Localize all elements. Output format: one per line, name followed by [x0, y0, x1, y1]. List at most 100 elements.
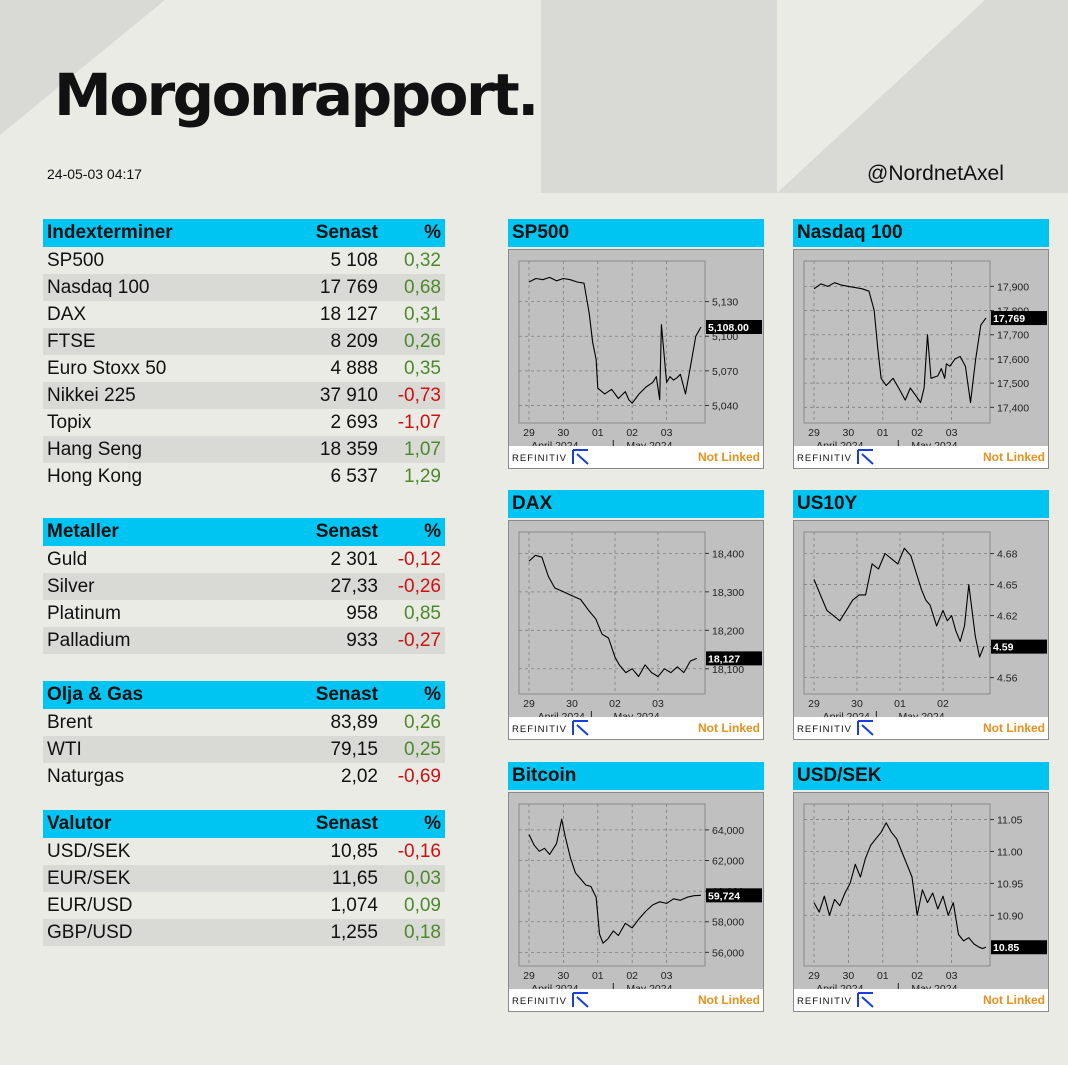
chart-svg: 4.684.654.624.594.5629300102April 2024Ma…	[794, 521, 1048, 739]
last-value: 18 127	[319, 303, 378, 325]
plot-area	[518, 260, 706, 424]
plot-area	[803, 531, 991, 695]
chart-panel-dax: DAX18,40018,30018,20018,10029300203April…	[508, 490, 764, 740]
table-title: Metaller	[47, 521, 119, 542]
last-value-badge	[991, 940, 1047, 955]
refinitiv-brand: REFINITIV	[512, 724, 567, 735]
last-value: 5 108	[330, 249, 378, 271]
y-tick-label: 5,040	[712, 400, 738, 412]
refinitiv-brand: REFINITIV	[797, 996, 852, 1007]
not-linked-status: Not Linked	[983, 450, 1045, 464]
y-tick-label: 17,700	[997, 330, 1029, 342]
last-value: 18 359	[319, 438, 378, 460]
chart-title: SP500	[508, 219, 764, 247]
change-percent: 1,07	[404, 438, 441, 460]
refinitiv-logo-icon	[572, 720, 589, 736]
change-percent: 0,68	[404, 276, 441, 298]
instrument-name: DAX	[47, 303, 87, 325]
y-tick-label: 10.95	[997, 878, 1023, 890]
change-percent: -0,69	[397, 765, 441, 787]
column-header-pct: %	[424, 684, 441, 705]
x-tick-label: 02	[609, 698, 621, 710]
column-header-last: Senast	[315, 684, 378, 705]
y-tick-label: 17,600	[997, 354, 1029, 366]
x-tick-label: 30	[851, 698, 863, 710]
change-percent: 0,31	[404, 303, 441, 325]
not-linked-status: Not Linked	[983, 993, 1045, 1007]
last-value: 1,255	[330, 921, 378, 943]
change-percent: -1,07	[397, 411, 441, 433]
author-handle: @NordnetAxel	[867, 162, 1004, 185]
last-value-badge	[706, 888, 762, 903]
change-percent: 0,26	[404, 330, 441, 352]
x-tick-label: 03	[661, 970, 673, 982]
change-percent: 0,85	[404, 602, 441, 624]
series-line	[528, 818, 702, 944]
last-value: 2 693	[330, 411, 378, 433]
table-title: Indexterminer	[47, 222, 173, 243]
page-title: Morgonrapport.	[54, 61, 539, 129]
not-linked-status: Not Linked	[983, 721, 1045, 735]
refinitiv-brand: REFINITIV	[512, 996, 567, 1007]
x-tick-label: 01	[592, 427, 604, 439]
table-olja-gas: Olja & Gas Senast% Brent 83,89 0,26 WTI 79,15 0…	[43, 681, 445, 790]
y-tick-label: 4.56	[997, 673, 1018, 685]
y-tick-label: 18,100	[712, 664, 744, 676]
table-header: Metaller Senast%	[43, 518, 445, 546]
change-percent: 1,29	[404, 465, 441, 487]
x-tick-label: 29	[523, 970, 535, 982]
x-tick-label: 30	[558, 970, 570, 982]
chart-panel-nasdaq100: Nasdaq 10017,90017,80017,70017,60017,500…	[793, 219, 1049, 469]
chart-title: USD/SEK	[793, 762, 1049, 790]
table-row: SP500 5 108 0,32	[43, 247, 445, 274]
x-tick-label: 03	[946, 427, 958, 439]
instrument-name: Guld	[47, 548, 88, 570]
column-header-pct: %	[424, 813, 441, 834]
y-tick-label: 17,900	[997, 281, 1029, 293]
table-row: Palladium 933 -0,27	[43, 627, 445, 654]
last-value: 37 910	[319, 384, 378, 406]
table-row: Naturgas 2,02 -0,69	[43, 763, 445, 790]
table-row: Euro Stoxx 50 4 888 0,35	[43, 355, 445, 382]
chart-svg: 64,00062,00060,00058,00056,0002930010203…	[509, 793, 763, 1011]
table-row: Brent 83,89 0,26	[43, 709, 445, 736]
refinitiv-logo-icon	[572, 992, 589, 1008]
y-tick-label: 11.00	[997, 846, 1023, 858]
x-tick-label: 03	[946, 970, 958, 982]
last-value: 10,85	[330, 840, 378, 862]
y-tick-label: 5,070	[712, 366, 738, 378]
x-tick-label: 30	[843, 970, 855, 982]
y-tick-label: 56,000	[712, 947, 744, 959]
x-tick-label: 29	[523, 698, 535, 710]
refinitiv-logo-icon	[857, 992, 874, 1008]
x-tick-label: 03	[661, 427, 673, 439]
change-percent: 0,26	[404, 711, 441, 733]
last-value: 4 888	[330, 357, 378, 379]
chart-title: DAX	[508, 490, 764, 518]
last-value: 6 537	[330, 465, 378, 487]
instrument-name: Topix	[47, 411, 92, 433]
change-percent: -0,26	[397, 575, 441, 597]
refinitiv-brand: REFINITIV	[797, 453, 852, 464]
last-value-label: 18,127	[708, 653, 740, 665]
report-timestamp: 24-05-03 04:17	[47, 166, 142, 182]
y-tick-label: 11.05	[997, 815, 1023, 827]
change-percent: 0,09	[404, 894, 441, 916]
instrument-name: Euro Stoxx 50	[47, 357, 167, 379]
instrument-name: Hong Kong	[47, 465, 143, 487]
table-row: Nasdaq 100 17 769 0,68	[43, 274, 445, 301]
chart-title: Nasdaq 100	[793, 219, 1049, 247]
change-percent: 0,32	[404, 249, 441, 271]
table-header: Valutor Senast%	[43, 810, 445, 838]
y-tick-label: 64,000	[712, 825, 744, 837]
last-value-badge	[991, 639, 1047, 654]
x-tick-label: 01	[877, 427, 889, 439]
x-tick-label: 30	[558, 427, 570, 439]
instrument-name: GBP/USD	[47, 921, 133, 943]
